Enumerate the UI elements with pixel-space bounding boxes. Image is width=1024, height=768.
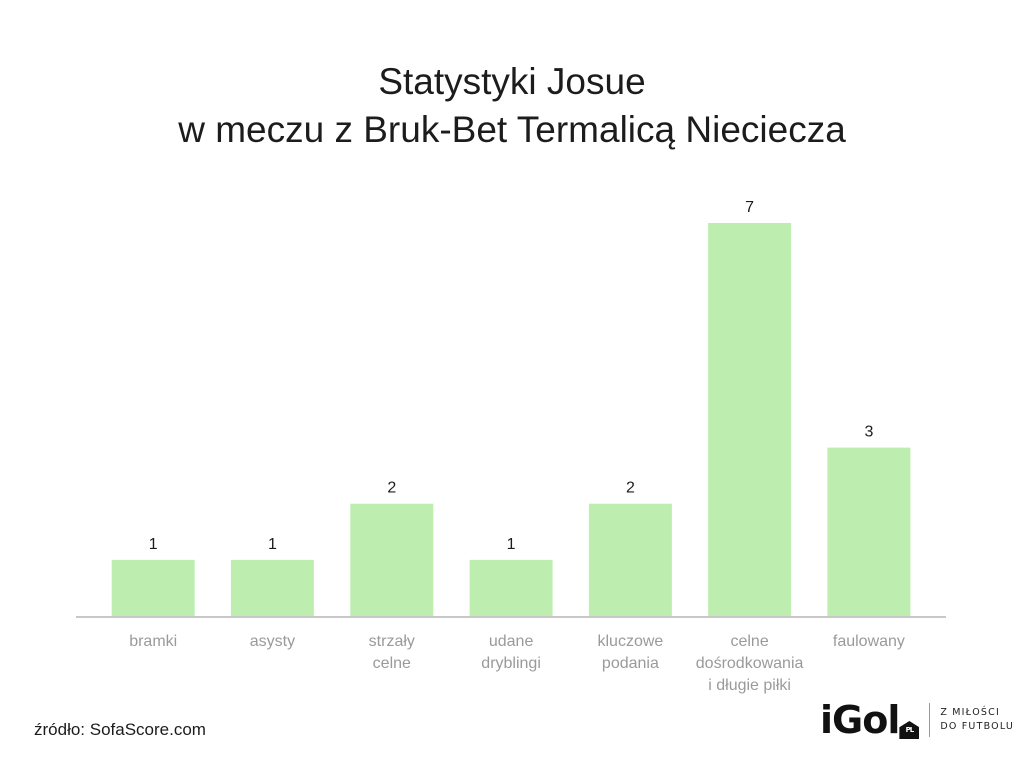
bar-value-label-2: 2 [387, 480, 396, 497]
category-label-5-line-1: dośrodkowania [696, 655, 804, 672]
category-label-4-line-1: podania [602, 655, 659, 672]
chart-title: Statystyki Josue w meczu z Bruk-Bet Term… [0, 58, 1024, 154]
bar-value-label-1: 1 [268, 536, 277, 553]
logo-mark-text: iGol [820, 698, 900, 742]
chart-title-line-2: w meczu z Bruk-Bet Termalicą Nieciecza [178, 109, 846, 150]
logo-badge: PL [899, 721, 920, 739]
category-label-2-line-1: celne [373, 655, 411, 672]
logo-tagline-line-2: DO FUTBOLU [940, 721, 1014, 732]
category-label-4-line-0: kluczowe [597, 633, 663, 650]
category-label-6-line-0: faulowany [833, 633, 905, 650]
logo-tagline-line-1: Z MIŁOŚCI [940, 707, 1000, 718]
bar-value-label-6: 3 [864, 424, 873, 441]
bar-value-label-5: 7 [745, 199, 754, 216]
bar-5 [708, 223, 792, 616]
category-label-5-line-0: celne [730, 633, 768, 650]
source-note: źródło: SofaScore.com [34, 720, 206, 739]
bar-value-label-3: 1 [507, 536, 516, 553]
bar-6 [827, 447, 911, 616]
bar-4 [588, 503, 672, 616]
category-label-5-line-2: i długie piłki [708, 677, 791, 694]
bar-1 [230, 559, 314, 616]
igol-logo: iGol PL Z MIŁOŚCI DO FUTBOLU [820, 697, 1014, 743]
logo-mark: iGol PL [820, 697, 920, 743]
category-label-0-line-0: bramki [129, 633, 177, 650]
bar-2 [350, 503, 434, 616]
bar-value-label-4: 2 [626, 480, 635, 497]
category-label-2-line-0: strzały [369, 633, 415, 650]
bar-0 [111, 559, 195, 616]
category-label-1-line-0: asysty [250, 633, 295, 650]
category-label-3-line-1: dryblingi [481, 655, 541, 672]
category-label-3-line-0: udane [489, 633, 534, 650]
logo-divider [929, 703, 931, 737]
bar-3 [469, 559, 553, 616]
logo-tagline: Z MIŁOŚCI DO FUTBOLU [940, 706, 1014, 734]
bar-value-label-0: 1 [149, 536, 158, 553]
chart-title-line-1: Statystyki Josue [378, 61, 646, 102]
